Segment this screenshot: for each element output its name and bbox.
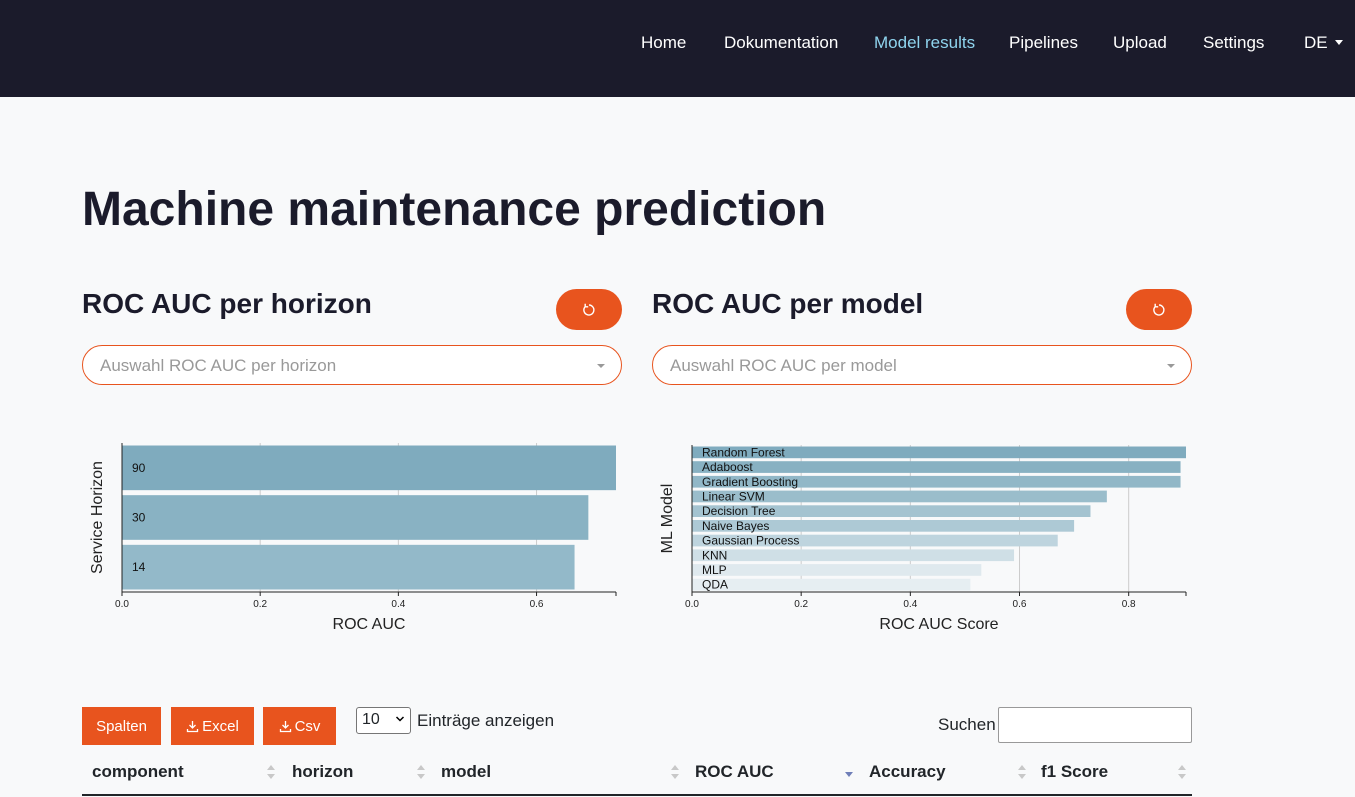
- top-navbar: Home Dokumentation Model results Pipelin…: [0, 0, 1355, 97]
- bar: [692, 490, 1107, 503]
- sort-icon: [1018, 765, 1026, 779]
- x-tick-label: 0.2: [794, 599, 808, 610]
- search-input[interactable]: [998, 707, 1192, 743]
- chevron-down-icon: [395, 716, 405, 722]
- model-select-placeholder: Auswahl ROC AUC per model: [670, 356, 897, 375]
- bar-category-label: MLP: [702, 563, 727, 577]
- nav-pipelines-link[interactable]: Pipelines: [1009, 33, 1078, 52]
- nav-model-results-link[interactable]: Model results: [874, 33, 976, 52]
- bar: [692, 461, 1181, 473]
- reset-icon: [1153, 303, 1165, 316]
- nav-upload-link[interactable]: Upload: [1113, 33, 1167, 52]
- page-title: Machine maintenance prediction: [82, 183, 827, 236]
- sort-icon: [267, 765, 275, 779]
- language-label: DE: [1304, 33, 1328, 52]
- x-tick-label: 0.4: [903, 599, 917, 610]
- bar: [692, 549, 1015, 562]
- bar-category-label: KNN: [702, 548, 727, 562]
- x-tick-label: 0.0: [115, 599, 129, 610]
- bar-category-label: 14: [132, 560, 146, 574]
- download-icon: [279, 720, 291, 732]
- column-header-model[interactable]: model: [441, 762, 492, 781]
- bar-category-label: QDA: [702, 578, 728, 592]
- chevron-down-icon: [597, 364, 605, 368]
- x-tick-label: 0.6: [1013, 599, 1027, 610]
- horizon-select[interactable]: Auswahl ROC AUC per horizon: [82, 345, 622, 385]
- language-dropdown[interactable]: DE: [1304, 33, 1343, 53]
- columns-button[interactable]: Spalten: [82, 707, 161, 745]
- download-icon: [187, 720, 199, 732]
- bar: [692, 564, 982, 576]
- y-axis-title: ML Model: [659, 484, 676, 554]
- page-length-label: Einträge anzeigen: [417, 711, 555, 730]
- page-length-select[interactable]: 10: [356, 707, 411, 734]
- bar-category-label: Decision Tree: [702, 504, 776, 518]
- nav-home-link[interactable]: Home: [641, 33, 687, 52]
- bar-category-label: Random Forest: [702, 445, 785, 459]
- model-reset-button[interactable]: [1126, 289, 1192, 330]
- bar-category-label: Linear SVM: [702, 489, 765, 503]
- excel-export-button[interactable]: Excel: [171, 707, 254, 745]
- bar-category-label: Naive Bayes: [702, 519, 769, 533]
- csv-export-label: Csv: [294, 717, 321, 735]
- sort-icon: [1178, 765, 1186, 779]
- column-header-horizon[interactable]: horizon: [292, 762, 354, 781]
- bar-category-label: Adaboost: [702, 460, 753, 474]
- horizon-select-placeholder: Auswahl ROC AUC per horizon: [100, 356, 337, 375]
- bar: [692, 446, 1186, 459]
- sort-icon: [671, 765, 679, 779]
- bar: [692, 520, 1075, 532]
- nav-settings-link[interactable]: Settings: [1203, 33, 1265, 52]
- reset-icon: [583, 303, 595, 316]
- search-label: Suchen: [938, 715, 996, 734]
- bar: [122, 445, 616, 491]
- excel-export-label: Excel: [202, 717, 239, 735]
- bar: [692, 578, 971, 591]
- horizon-chart-title: ROC AUC per horizon: [82, 288, 372, 319]
- nav-dokumentation-link[interactable]: Dokumentation: [724, 33, 839, 52]
- horizon-reset-button[interactable]: [556, 289, 622, 330]
- x-axis-title: ROC AUC Score: [879, 616, 998, 633]
- x-tick-label: 0.4: [391, 599, 405, 610]
- column-header-accuracy[interactable]: Accuracy: [869, 762, 946, 781]
- sort-descending-icon: [845, 772, 853, 777]
- csv-export-button[interactable]: Csv: [263, 707, 336, 745]
- bar: [122, 544, 575, 590]
- column-header-roc-auc[interactable]: ROC AUC: [695, 762, 774, 781]
- bar: [122, 495, 589, 540]
- column-header-f1-score[interactable]: f1 Score: [1041, 762, 1109, 781]
- column-header-component[interactable]: component: [92, 762, 184, 781]
- bar: [692, 534, 1058, 547]
- horizon-bar-chart: 90 30 14 0.0 0.2 0.4 0.6 ROC AUC Service Horizon: [89, 443, 617, 633]
- table-header-divider: [82, 794, 1192, 796]
- x-tick-label: 0.2: [253, 599, 267, 610]
- chevron-down-icon: [1167, 364, 1175, 368]
- x-tick-label: 0.0: [685, 599, 699, 610]
- bar: [692, 505, 1091, 517]
- model-chart-title: ROC AUC per model: [652, 288, 924, 319]
- bar-category-label: 30: [132, 511, 146, 525]
- chevron-down-icon: [1334, 40, 1343, 45]
- x-tick-label: 0.8: [1122, 599, 1136, 610]
- bar: [692, 475, 1181, 488]
- y-axis-title: Service Horizon: [89, 461, 106, 574]
- x-axis-title: ROC AUC: [333, 616, 406, 633]
- x-tick-label: 0.6: [530, 599, 544, 610]
- bar-category-label: Gaussian Process: [702, 534, 799, 548]
- page-length-value: 10: [362, 711, 380, 728]
- bar-category-label: Gradient Boosting: [702, 475, 798, 489]
- model-select[interactable]: Auswahl ROC AUC per model: [652, 345, 1192, 385]
- sort-icon: [417, 765, 425, 779]
- bar-category-label: 90: [132, 461, 146, 475]
